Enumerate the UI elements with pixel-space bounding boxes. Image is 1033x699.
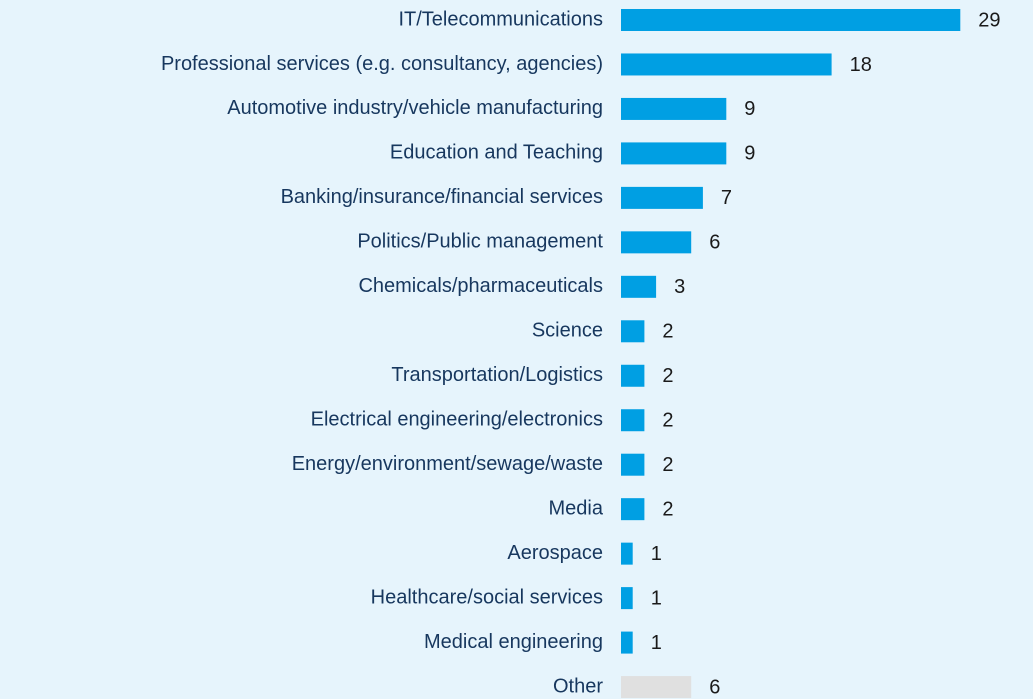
category-label: Aerospace [507,542,603,564]
category-label: Other [553,675,603,697]
category-label: Professional services (e.g. consultancy,… [161,53,603,75]
value-label: 29 [978,9,1000,31]
value-label: 18 [850,54,872,76]
bar [621,498,645,521]
value-label: 1 [651,632,662,654]
value-label: 7 [721,187,732,209]
value-label: 9 [744,98,755,120]
value-label: 1 [651,543,662,565]
category-label: Automotive industry/vehicle manufacturin… [227,97,603,119]
value-label: 6 [709,232,720,254]
value-label: 1 [651,587,662,609]
category-label: Education and Teaching [390,142,603,164]
bar [621,231,692,254]
bar [621,53,832,76]
category-label: Medical engineering [424,631,603,653]
value-label: 6 [709,676,720,698]
bar [621,275,657,298]
bar [621,631,633,654]
category-label: Electrical engineering/electronics [311,409,603,431]
bar [621,97,727,120]
category-label: Energy/environment/sewage/waste [292,453,603,475]
category-label: Healthcare/social services [371,586,603,608]
bar [621,320,645,343]
category-label: Science [532,320,603,342]
bar [621,186,703,209]
category-label: Transportation/Logistics [391,364,603,386]
bar [621,364,645,387]
category-label: Politics/Public management [357,231,603,253]
bar [621,9,961,31]
category-label: Media [549,497,604,519]
value-label: 2 [662,410,673,432]
value-label: 2 [662,321,673,343]
bar [621,409,645,432]
value-label: 2 [662,454,673,476]
bar [621,453,645,476]
bar [621,587,633,610]
category-label: IT/Telecommunications [398,8,603,30]
value-label: 3 [674,276,685,298]
category-label: Chemicals/pharmaceuticals [358,275,603,297]
value-label: 2 [662,498,673,520]
bar [621,542,633,565]
category-label: Banking/insurance/financial services [281,186,603,208]
bar [621,676,692,699]
value-label: 9 [744,143,755,165]
value-label: 2 [662,365,673,387]
bar [621,142,727,165]
